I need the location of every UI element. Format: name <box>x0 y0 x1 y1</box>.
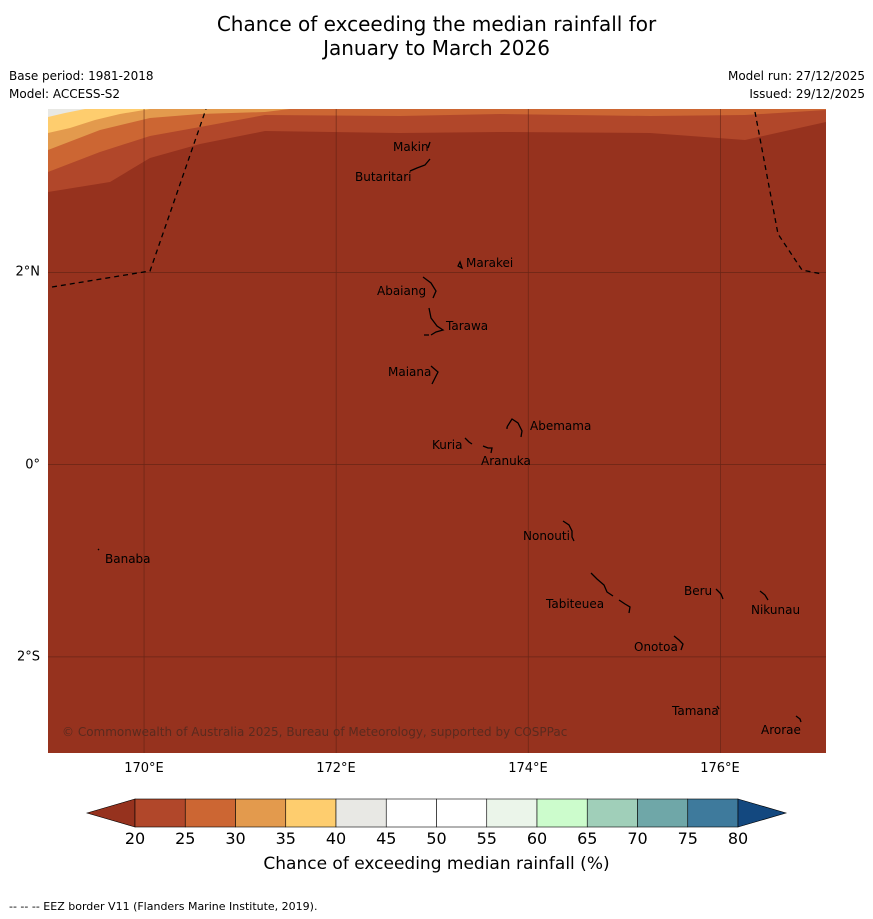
place-label: Maiana <box>388 365 431 379</box>
colorbar-tick-label: 20 <box>124 829 146 848</box>
lat-label-0: 0° <box>25 457 40 473</box>
lat-label-2s: 2°S <box>16 649 40 665</box>
contour-35-40 <box>48 109 150 133</box>
place-label: Tabiteuea <box>545 597 604 611</box>
lon-label-170: 170°E <box>124 761 164 776</box>
copyright-notice: © Commonwealth of Australia 2025, Bureau… <box>62 725 567 739</box>
colorbar-tick-label: 45 <box>376 829 397 848</box>
atoll-nikunau <box>759 590 769 601</box>
base-period: Base period: 1981-2018 <box>9 69 154 83</box>
colorbar-tick-label: 50 <box>426 829 447 848</box>
place-label: Tamana <box>671 704 719 718</box>
lat-label-2n: 2°N <box>15 264 41 280</box>
atoll-aranuka <box>482 445 493 454</box>
atoll-butaritari <box>409 158 431 172</box>
colorbar-tick-label: 25 <box>175 829 196 848</box>
map-background <box>48 109 826 753</box>
atoll-maiana <box>430 365 439 385</box>
atoll-nonouti <box>562 520 575 542</box>
eez-footnote: -- -- -- EEZ border V11 (Flanders Marine… <box>9 900 318 913</box>
lon-label-172: 172°E <box>316 761 356 776</box>
model-run-date: Model run: 27/12/2025 <box>727 69 865 83</box>
gridlines <box>48 109 826 753</box>
colorbar-tick-label: 30 <box>225 829 246 848</box>
place-label: Butaritari <box>355 170 412 184</box>
place-label: Beru <box>684 584 712 598</box>
atoll-abemama <box>506 418 523 438</box>
contour-20-25 <box>48 109 826 192</box>
place-label: Nonouti <box>523 529 570 543</box>
colorbar-tick-label: 65 <box>577 829 598 848</box>
atolls <box>97 141 802 723</box>
issued-date: Issued: 29/12/2025 <box>749 87 865 101</box>
place-label: Marakei <box>466 256 513 270</box>
place-label: Abaiang <box>377 284 426 298</box>
eez-border-west <box>51 109 207 288</box>
lon-label-176: 176°E <box>700 761 740 776</box>
atoll-marakei <box>457 260 464 270</box>
atoll-makin <box>427 141 431 149</box>
contour-40-45 <box>48 109 85 117</box>
lon-label-174: 174°E <box>508 761 548 776</box>
map-title: Chance of exceeding the median rainfall … <box>0 12 873 60</box>
atoll-beru <box>715 588 724 600</box>
atoll-tabiteuea <box>590 572 631 614</box>
title-line-2: January to March 2026 <box>323 36 550 60</box>
colorbar-tick-label: 80 <box>727 829 749 848</box>
place-label: Aranuka <box>481 454 531 468</box>
colorbar-tick-label: 40 <box>325 829 347 848</box>
eez-borders <box>51 109 823 288</box>
eez-border-east <box>754 111 823 275</box>
atoll-abaiang <box>422 276 437 299</box>
colorbar-tick-label: 55 <box>476 829 497 848</box>
model-name: Model: ACCESS-S2 <box>9 87 121 101</box>
atoll-onotoa <box>673 635 684 651</box>
place-label: Abemama <box>530 419 591 433</box>
place-label: Nikunau <box>751 603 800 617</box>
place-label: Makin <box>393 140 429 154</box>
colorbar-tick-label: 35 <box>275 829 296 848</box>
colorbar-tick-label: 75 <box>677 829 698 848</box>
place-label: Kuria <box>432 438 463 452</box>
place-labels: Makin Butaritari Marakei Abaiang Tarawa … <box>105 140 801 737</box>
place-label: Tarawa <box>445 319 488 333</box>
place-label: Onotoa <box>634 640 678 654</box>
title-line-1: Chance of exceeding the median rainfall … <box>216 12 657 36</box>
atoll-tarawa <box>424 307 445 336</box>
colorbar-tick-label: 60 <box>526 829 548 848</box>
contour-30-35 <box>48 109 290 150</box>
atoll-banaba <box>97 548 100 551</box>
colorbar-label: Chance of exceeding median rainfall (%) <box>263 854 610 874</box>
place-label: Banaba <box>105 552 151 566</box>
colorbar-tick-label: 70 <box>627 829 648 848</box>
atoll-arorae <box>795 715 802 723</box>
place-label: Arorae <box>761 723 801 737</box>
atoll-tamana <box>716 705 720 710</box>
atoll-kuria <box>464 437 473 445</box>
